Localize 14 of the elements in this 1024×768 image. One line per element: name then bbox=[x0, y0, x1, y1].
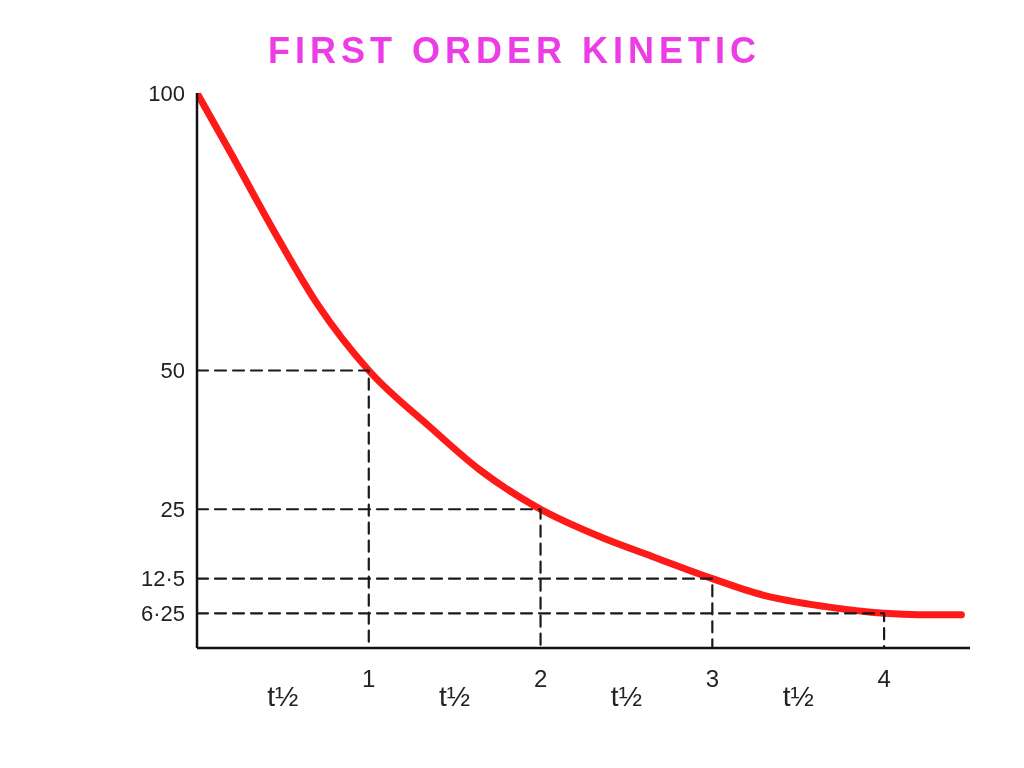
x-tick-label: 4 bbox=[877, 665, 891, 693]
text: t½ bbox=[782, 680, 814, 712]
x-tick-label: 1 bbox=[362, 665, 376, 693]
chart-title: FIRST ORDER KINETIC bbox=[268, 30, 762, 72]
x-tick-label: 3 bbox=[705, 665, 720, 693]
text: t½ bbox=[610, 680, 643, 712]
y-tick-label: 12·5 bbox=[140, 566, 185, 592]
y-tick-label: 100 bbox=[148, 80, 185, 106]
y-tick-label: 50 bbox=[160, 358, 185, 384]
x-tick-label: 2 bbox=[533, 665, 548, 693]
y-tick-label: 25 bbox=[160, 497, 185, 523]
y-tick-label: 6·25 bbox=[140, 601, 185, 627]
text: t½ bbox=[267, 680, 299, 712]
text: t½ bbox=[439, 680, 471, 712]
